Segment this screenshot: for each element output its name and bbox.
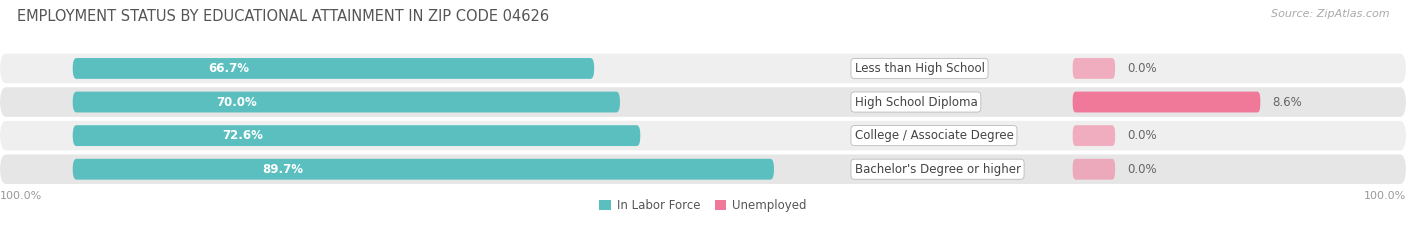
- Text: College / Associate Degree: College / Associate Degree: [855, 129, 1014, 142]
- FancyBboxPatch shape: [0, 87, 1406, 117]
- Legend: In Labor Force, Unemployed: In Labor Force, Unemployed: [595, 195, 811, 217]
- Text: EMPLOYMENT STATUS BY EDUCATIONAL ATTAINMENT IN ZIP CODE 04626: EMPLOYMENT STATUS BY EDUCATIONAL ATTAINM…: [17, 9, 548, 24]
- Text: Source: ZipAtlas.com: Source: ZipAtlas.com: [1271, 9, 1389, 19]
- Text: 0.0%: 0.0%: [1128, 129, 1157, 142]
- FancyBboxPatch shape: [73, 159, 773, 180]
- Text: 100.0%: 100.0%: [0, 191, 42, 201]
- FancyBboxPatch shape: [0, 154, 1406, 184]
- Text: 89.7%: 89.7%: [263, 163, 304, 176]
- FancyBboxPatch shape: [73, 58, 595, 79]
- FancyBboxPatch shape: [1073, 92, 1260, 113]
- Text: 70.0%: 70.0%: [217, 96, 257, 109]
- Text: 0.0%: 0.0%: [1128, 163, 1157, 176]
- FancyBboxPatch shape: [73, 92, 620, 113]
- Text: High School Diploma: High School Diploma: [855, 96, 977, 109]
- FancyBboxPatch shape: [0, 54, 1406, 83]
- FancyBboxPatch shape: [1073, 125, 1115, 146]
- Text: Bachelor's Degree or higher: Bachelor's Degree or higher: [855, 163, 1021, 176]
- FancyBboxPatch shape: [1073, 159, 1115, 180]
- FancyBboxPatch shape: [1073, 58, 1115, 79]
- FancyBboxPatch shape: [0, 121, 1406, 151]
- Text: 100.0%: 100.0%: [1364, 191, 1406, 201]
- FancyBboxPatch shape: [73, 125, 640, 146]
- Text: 66.7%: 66.7%: [208, 62, 250, 75]
- Text: 72.6%: 72.6%: [222, 129, 263, 142]
- Text: 8.6%: 8.6%: [1272, 96, 1302, 109]
- Text: 0.0%: 0.0%: [1128, 62, 1157, 75]
- Text: Less than High School: Less than High School: [855, 62, 984, 75]
